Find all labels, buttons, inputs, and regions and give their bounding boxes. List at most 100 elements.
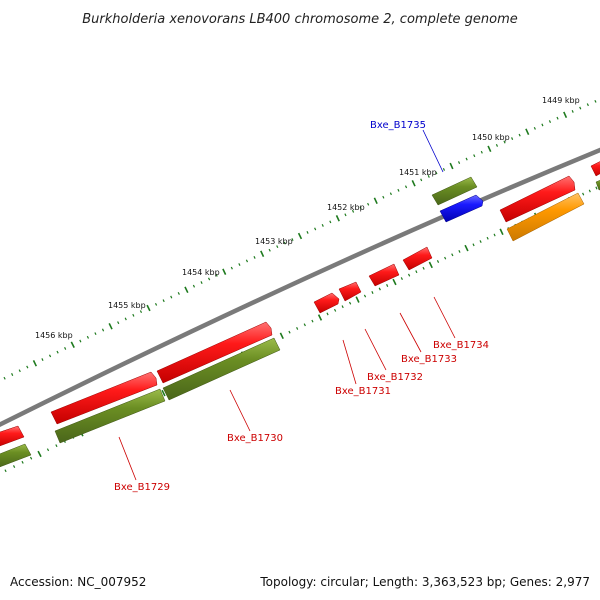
outer-tick-36 [268, 248, 271, 252]
accession-text: Accession: NC_007952 [10, 575, 146, 589]
gene-b1732[interactable] [338, 281, 362, 302]
outer-tick-66 [495, 143, 499, 147]
outer-tick-59 [442, 168, 446, 171]
outer-tick-63 [473, 154, 476, 158]
outer-tick-52 [389, 192, 392, 196]
gene-label-b1734[interactable]: Bxe_B1734 [433, 340, 489, 351]
gene-label-b1735[interactable]: Bxe_B1735 [370, 120, 426, 131]
outer-tick-75 [563, 111, 568, 119]
outer-tick-11 [79, 339, 82, 343]
outer-tick-5 [32, 360, 38, 367]
gene-b1733[interactable] [368, 263, 400, 287]
outer-tick-72 [541, 123, 544, 127]
gene-b1735-green[interactable] [431, 176, 478, 206]
gene-b1729-green[interactable] [54, 388, 166, 444]
gene-b1735-blue[interactable] [439, 194, 484, 223]
outer-tick-28 [207, 277, 211, 281]
outer-tick-32 [238, 263, 241, 266]
inner-tick-5 [37, 450, 42, 458]
gene-orange[interactable] [506, 192, 585, 242]
outer-tick-24 [177, 292, 180, 295]
outer-tick-67 [503, 140, 506, 144]
outer-tick-45 [335, 215, 340, 222]
outer-tick-22 [162, 299, 165, 303]
inner-tick-38 [303, 323, 306, 327]
gene-green-right-edge[interactable] [595, 179, 600, 191]
gene-label-b1733[interactable]: Bxe_B1733 [401, 354, 457, 365]
outer-tick-65 [487, 145, 492, 153]
inner-tick-60 [464, 244, 469, 252]
inner-tick-39 [311, 319, 314, 323]
gene-red-left-edge[interactable] [0, 425, 25, 447]
inner-tick-2 [12, 465, 16, 468]
inner-tick-41 [326, 312, 329, 316]
outer-tick-60 [449, 162, 454, 170]
gene-label-b1732[interactable]: Bxe_B1732 [367, 372, 423, 383]
inner-tick-35 [279, 332, 284, 340]
gene-label-b1731[interactable]: Bxe_B1731 [335, 386, 391, 397]
outer-tick-64 [480, 150, 483, 154]
outer-tick-44 [329, 220, 332, 224]
outer-tick-39 [291, 238, 294, 241]
outer-tick-78 [586, 103, 589, 107]
gene-label-b1729[interactable]: Bxe_B1729 [114, 482, 170, 493]
inner-tick-61 [472, 243, 475, 247]
leader-b1730 [229, 389, 251, 432]
leader-b1729 [118, 436, 137, 481]
inner-tick-51 [400, 277, 403, 280]
inner-tick-59 [458, 250, 461, 253]
inner-tick-64 [493, 233, 496, 237]
outer-tick-79 [594, 99, 597, 103]
gene-label-b1730[interactable]: Bxe_B1730 [227, 433, 283, 444]
gene-green-left-edge[interactable] [0, 443, 32, 468]
outer-tick-27 [200, 281, 203, 284]
gene-b1730-red[interactable] [156, 321, 273, 384]
outer-tick-12 [86, 335, 90, 339]
inner-tick-48 [378, 287, 381, 291]
outer-tick-7 [48, 354, 52, 358]
gene-b1734[interactable] [402, 246, 433, 271]
outer-tick-8 [56, 350, 59, 354]
inner-tick-47 [371, 291, 374, 294]
kbp-label-1451: 1451 kbp [399, 168, 437, 177]
outer-tick-48 [359, 206, 362, 210]
inner-tick-45 [355, 296, 360, 303]
outer-tick-62 [465, 157, 468, 161]
kbp-label-1456: 1456 kbp [35, 331, 73, 340]
inner-tick-4 [29, 456, 33, 460]
gene-b1731[interactable] [313, 292, 340, 314]
outer-tick-37 [276, 245, 279, 249]
outer-tick-71 [533, 126, 536, 130]
outer-tick-41 [306, 231, 309, 234]
outer-tick-33 [245, 259, 249, 263]
outer-tick-51 [382, 195, 385, 199]
outer-tick-25 [184, 286, 189, 294]
outer-tick-26 [192, 284, 196, 288]
inner-tick-52 [407, 273, 411, 277]
outer-tick-2 [11, 373, 14, 376]
inner-tick-58 [451, 253, 454, 257]
inner-tick-62 [479, 240, 482, 243]
outer-tick-17 [124, 317, 127, 321]
gene-b1730-green[interactable] [162, 337, 281, 401]
outer-tick-43 [321, 223, 324, 227]
outer-tick-35 [260, 250, 265, 258]
inner-tick-77 [582, 192, 585, 196]
outer-tick-76 [571, 110, 574, 113]
outer-tick-34 [253, 255, 256, 259]
kbp-label-1450: 1450 kbp [472, 133, 510, 142]
outer-tick-53 [397, 188, 400, 192]
kbp-label-1455: 1455 kbp [108, 301, 146, 310]
map-title: Burkholderia xenovorans LB400 chromosome… [82, 12, 518, 27]
outer-tick-23 [170, 295, 173, 299]
outer-tick-57 [427, 174, 430, 178]
gene-red-right-edge[interactable] [590, 160, 600, 177]
leader-b1732 [364, 328, 387, 371]
gene-b1729-red[interactable] [50, 371, 158, 425]
outer-tick-10 [70, 341, 75, 348]
outer-tick-15 [108, 323, 113, 330]
inner-tick-37 [296, 327, 299, 330]
inner-tick-50 [392, 278, 397, 286]
leader-b1735 [422, 129, 444, 173]
gene-red-1[interactable] [499, 175, 576, 223]
